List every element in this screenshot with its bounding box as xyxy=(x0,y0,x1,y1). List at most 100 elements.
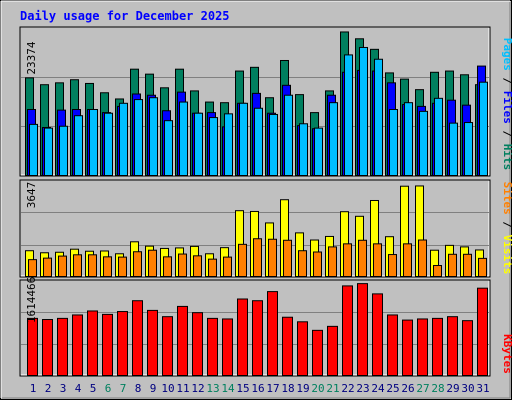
x-label: 29 xyxy=(446,382,459,395)
x-label: 2 xyxy=(45,382,52,395)
bar-pages xyxy=(479,81,488,176)
bar-pages xyxy=(44,127,53,176)
bar-sites xyxy=(163,256,172,277)
bar-sites xyxy=(43,257,52,278)
legend-top: Pages / Files / Hits xyxy=(501,38,512,171)
bar-kbytes xyxy=(312,329,323,376)
bar-sites xyxy=(28,259,37,278)
x-label: 8 xyxy=(135,382,142,395)
bar-kbytes xyxy=(342,285,353,377)
bar-sites xyxy=(448,253,457,278)
bar-sites xyxy=(343,243,352,278)
bar-sites xyxy=(478,257,487,278)
bar-kbytes xyxy=(162,316,173,377)
bar-sites xyxy=(313,251,322,277)
bar-kbytes xyxy=(327,325,338,377)
bar-sites xyxy=(373,243,382,278)
legend-pages: Pages xyxy=(501,38,512,71)
bar-sites xyxy=(133,251,142,277)
bar-kbytes xyxy=(102,313,113,377)
x-label: 18 xyxy=(281,382,294,395)
bar-kbytes xyxy=(57,317,68,376)
bar-pages xyxy=(434,97,443,176)
bar-kbytes xyxy=(192,312,203,376)
bar-pages xyxy=(389,109,398,176)
bar-pages xyxy=(239,102,248,176)
bar-sites xyxy=(223,256,232,277)
x-label: 23 xyxy=(356,382,369,395)
bar-sites xyxy=(193,255,202,277)
x-label: 1 xyxy=(30,382,37,395)
bar-sites xyxy=(358,239,367,277)
bar-pages xyxy=(314,127,323,176)
x-label: 10 xyxy=(161,382,174,395)
bar-kbytes xyxy=(117,311,128,377)
bar-pages xyxy=(164,120,173,176)
bar-kbytes xyxy=(132,300,143,376)
x-label: 15 xyxy=(236,382,249,395)
bar-sites xyxy=(433,265,442,277)
bar-kbytes xyxy=(387,314,398,376)
bar-pages xyxy=(59,125,68,176)
bar-sites xyxy=(178,253,187,278)
bar-pages xyxy=(254,107,263,176)
x-label: 20 xyxy=(311,382,324,395)
x-label: 26 xyxy=(401,382,414,395)
bar-sites xyxy=(298,250,307,277)
bar-sites xyxy=(403,243,412,278)
bar-kbytes xyxy=(357,283,368,377)
bar-pages xyxy=(329,102,338,176)
bar-sites xyxy=(208,258,217,278)
bar-pages xyxy=(209,117,218,176)
bar-kbytes xyxy=(372,293,383,377)
bar-kbytes xyxy=(207,317,218,376)
bar-kbytes xyxy=(222,318,233,377)
bar-pages xyxy=(269,113,278,177)
bar-kbytes xyxy=(87,310,98,376)
bar-sites xyxy=(328,246,337,277)
bar-sites xyxy=(118,256,127,277)
x-label: 3 xyxy=(60,382,67,395)
x-label: 14 xyxy=(221,382,235,395)
bar-kbytes xyxy=(147,309,158,376)
x-label: 19 xyxy=(296,382,309,395)
legend-sep-2: / xyxy=(501,124,512,144)
y-max-label-visits: 3647 xyxy=(25,182,38,209)
x-label: 28 xyxy=(431,382,444,395)
x-label: 16 xyxy=(251,382,264,395)
legend-visits: Visits xyxy=(501,235,512,275)
bar-kbytes xyxy=(27,317,38,376)
bar-kbytes xyxy=(42,319,53,377)
bar-pages xyxy=(299,123,308,176)
bar-sites xyxy=(148,249,157,277)
bar-pages xyxy=(344,54,353,176)
bar-pages xyxy=(104,112,113,176)
bar-kbytes xyxy=(477,287,488,376)
legend-files: Files xyxy=(501,91,512,124)
bar-sites xyxy=(418,239,427,277)
bar-kbytes xyxy=(72,314,83,376)
bar-pages xyxy=(359,46,368,176)
bar-sites xyxy=(253,238,262,278)
x-axis-labels: 1 2 3 4 5 6 7 8 9 10 11 12 13 14 15 16 17 18 19 20 21 22 23 24 2… xyxy=(30,382,490,395)
bar-sites xyxy=(103,256,112,277)
x-label: 11 xyxy=(176,382,189,395)
bar-kbytes xyxy=(417,318,428,377)
bar-sites xyxy=(463,253,472,278)
legend-middle: Sites / Visits xyxy=(501,182,512,275)
bar-pages xyxy=(224,113,233,176)
bar-kbytes xyxy=(177,305,188,377)
y-max-label-kbytes: 1614466 xyxy=(25,277,38,323)
bar-kbytes xyxy=(267,291,278,377)
x-label: 5 xyxy=(90,382,97,395)
x-label: 9 xyxy=(150,382,157,395)
bar-pages xyxy=(404,102,413,176)
bar-sites xyxy=(58,255,67,277)
x-label: 21 xyxy=(326,382,339,395)
bar-kbytes xyxy=(252,300,263,376)
bar-pages xyxy=(284,94,293,176)
bar-sites xyxy=(88,254,97,277)
x-label: 24 xyxy=(371,382,385,395)
bar-pages xyxy=(149,97,158,176)
